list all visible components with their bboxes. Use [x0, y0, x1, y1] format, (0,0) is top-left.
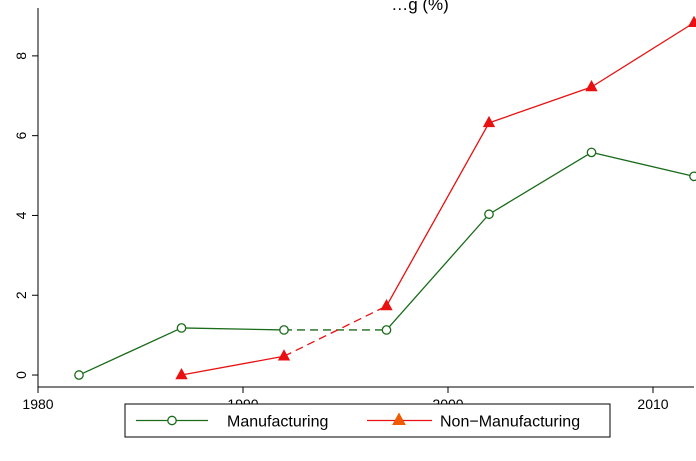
series-segment	[283, 305, 387, 357]
legend: Manufacturing Non−Manufacturing	[124, 403, 611, 438]
chart-title: …g (%)	[391, 0, 449, 14]
y-tick-label-2: 2	[13, 291, 29, 299]
y-tick-label-6: 6	[13, 132, 29, 140]
series-segment	[591, 151, 695, 177]
data-point	[279, 325, 289, 335]
y-tick-label-8: 8	[13, 52, 29, 60]
series-segment	[591, 22, 695, 88]
series-layer	[74, 15, 696, 380]
data-point	[176, 323, 187, 333]
series-segment	[385, 122, 490, 307]
series-non-manufacturing	[175, 15, 696, 380]
series-segment	[386, 213, 490, 331]
x-tick-label-2010: 2010	[637, 396, 668, 412]
legend-label-manufacturing: Manufacturing	[227, 414, 328, 431]
legend-marker-non-manufacturing	[392, 412, 406, 425]
data-point	[175, 368, 188, 380]
data-point	[687, 15, 696, 27]
data-point	[586, 147, 597, 158]
x-tick-label-1980: 1980	[22, 396, 53, 412]
series-segment	[181, 355, 285, 376]
data-point	[381, 325, 392, 335]
series-segment	[181, 327, 285, 331]
data-point	[484, 209, 494, 220]
data-point	[380, 298, 393, 311]
legend-label-non-manufacturing: Non−Manufacturing	[440, 414, 580, 431]
legend-marker-manufacturing	[167, 415, 177, 426]
series-segment	[488, 86, 592, 124]
data-point	[277, 349, 291, 361]
data-point	[482, 115, 496, 128]
series-manufacturing	[74, 147, 696, 380]
data-point	[689, 171, 696, 182]
data-point	[74, 370, 84, 380]
series-segment	[78, 327, 182, 376]
series-segment	[488, 151, 592, 215]
y-tick-label-0: 0	[13, 371, 29, 379]
data-point	[585, 79, 598, 92]
axes: 198019902000201002468	[13, 8, 694, 412]
y-tick-label-4: 4	[13, 211, 29, 219]
